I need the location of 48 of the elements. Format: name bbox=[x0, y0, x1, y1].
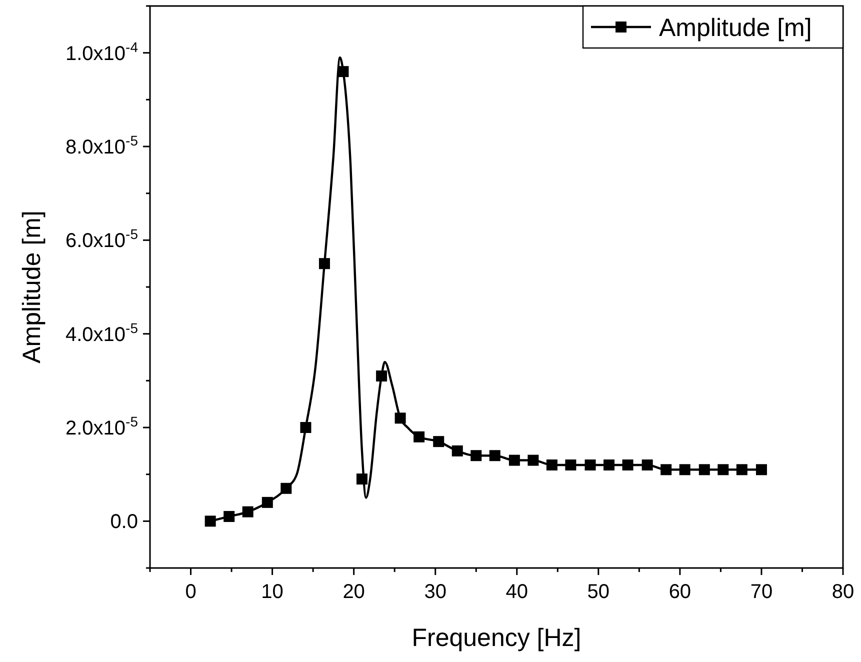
point bbox=[489, 450, 500, 462]
point bbox=[642, 459, 653, 470]
y-tick-label: 1.0x10$^{-4}$ bbox=[65, 38, 138, 65]
y-tick-label: 6.0x10$^{-5}$ bbox=[65, 226, 138, 252]
point bbox=[242, 506, 254, 518]
x-tick-label: 30 bbox=[424, 581, 446, 603]
point bbox=[280, 482, 292, 494]
point bbox=[452, 445, 463, 456]
point bbox=[338, 66, 349, 78]
point bbox=[356, 474, 368, 485]
point bbox=[698, 464, 710, 476]
point bbox=[508, 454, 520, 466]
point bbox=[394, 412, 406, 424]
point bbox=[679, 464, 690, 476]
x-tick-label: 20 bbox=[342, 581, 365, 603]
x-tick-label: 10 bbox=[261, 581, 284, 603]
point bbox=[660, 464, 672, 476]
point bbox=[262, 496, 273, 508]
x-tick-label: 80 bbox=[832, 581, 854, 603]
y-tick-label: 4.0x10$^{-5}$ bbox=[65, 320, 138, 346]
x-tick-label: 70 bbox=[750, 581, 773, 603]
point bbox=[318, 258, 330, 270]
x-axis-title: Frequency [Hz] bbox=[412, 624, 582, 652]
y-tick-label: 0.0 bbox=[110, 511, 138, 534]
point bbox=[718, 464, 729, 476]
x-tick-label: 60 bbox=[668, 581, 692, 603]
point bbox=[756, 464, 767, 476]
point bbox=[604, 459, 615, 470]
point bbox=[376, 370, 388, 382]
x-tick-label: 50 bbox=[587, 581, 610, 603]
point bbox=[224, 510, 235, 522]
point bbox=[470, 450, 482, 462]
point bbox=[414, 431, 425, 442]
y-axis-title: Amplitude [m] bbox=[18, 210, 46, 364]
legend-label: Amplitude [m] bbox=[659, 14, 812, 42]
x-tick-label: 40 bbox=[506, 581, 528, 603]
point bbox=[584, 459, 596, 470]
point bbox=[736, 464, 748, 476]
y-tick-label: 8.0x10$^{-5}$ bbox=[65, 132, 138, 158]
x-tick-label: 0 bbox=[185, 581, 196, 603]
point bbox=[565, 459, 576, 470]
point bbox=[204, 516, 216, 527]
y-tick-label: 2.0x10$^{-5}$ bbox=[65, 414, 138, 440]
point bbox=[622, 459, 634, 470]
point bbox=[528, 454, 539, 466]
point bbox=[300, 422, 312, 433]
point bbox=[433, 436, 444, 448]
point bbox=[546, 459, 558, 470]
